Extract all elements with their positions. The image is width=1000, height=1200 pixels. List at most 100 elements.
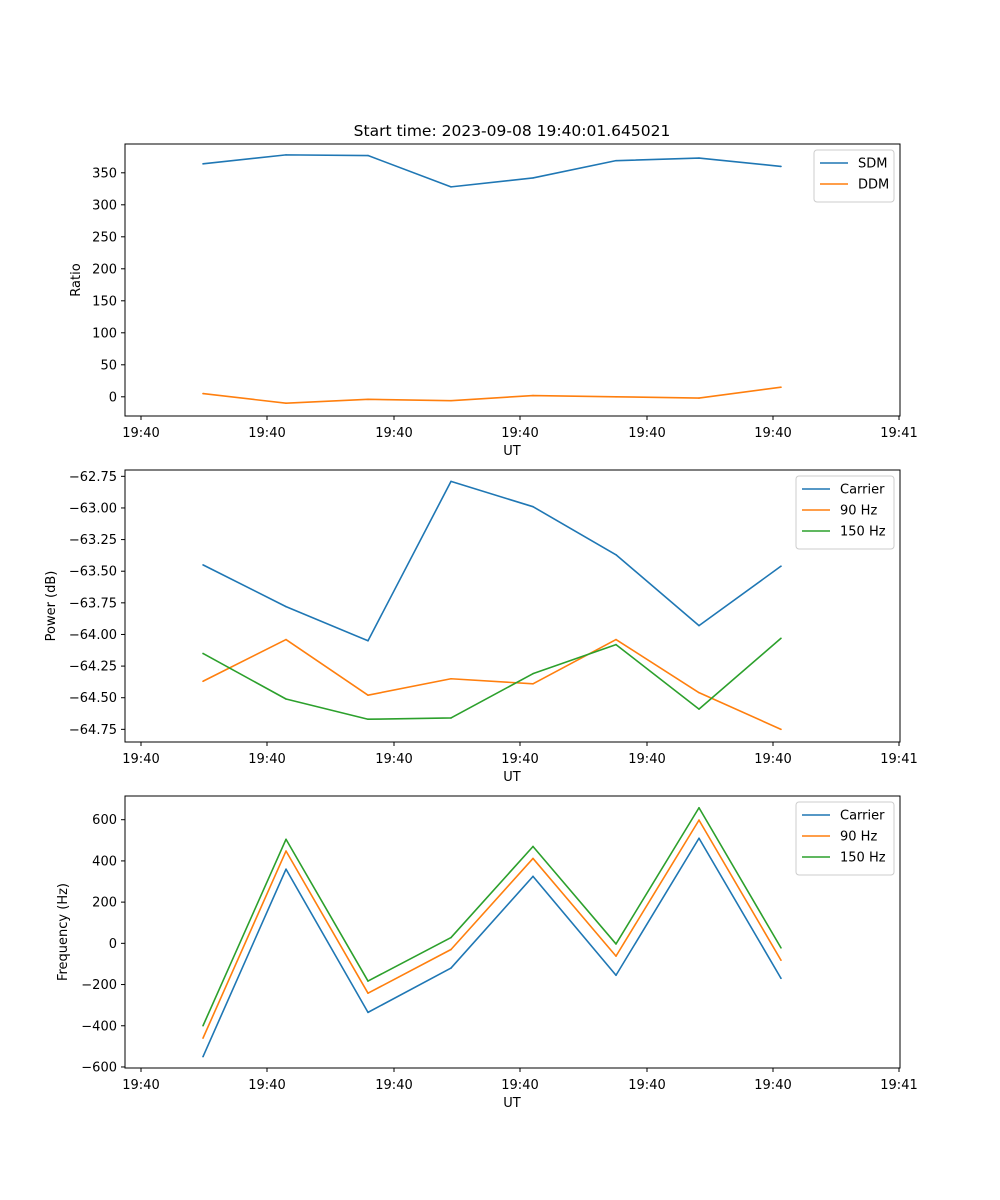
data-point xyxy=(367,154,369,157)
data-point xyxy=(450,967,452,969)
y-tick-label: −63.75 xyxy=(69,596,117,611)
y-tick-label: 100 xyxy=(92,326,117,341)
data-point xyxy=(698,708,700,710)
x-tick-label: 19:40 xyxy=(754,426,791,441)
data-point xyxy=(450,399,452,402)
x-tick-label: 19:40 xyxy=(754,1078,791,1093)
x-tick-label: 19:40 xyxy=(375,426,412,441)
data-point xyxy=(367,992,369,994)
data-point xyxy=(780,165,782,168)
data-point xyxy=(615,955,617,957)
data-point xyxy=(450,480,452,483)
legend-label: 90 Hz xyxy=(840,504,877,519)
plot-frame xyxy=(124,143,901,417)
data-point xyxy=(367,980,369,982)
data-point xyxy=(367,639,369,642)
data-point xyxy=(367,718,369,721)
x-tick-label: 19:40 xyxy=(628,1078,665,1093)
data-point xyxy=(780,637,782,640)
y-tick-label: −62.75 xyxy=(69,470,117,485)
x-tick-label: 19:40 xyxy=(122,1078,159,1093)
x-axis-label: UT xyxy=(503,444,521,459)
data-point xyxy=(202,680,204,683)
data-point xyxy=(780,977,782,980)
data-point xyxy=(615,974,617,977)
y-tick-label: 300 xyxy=(92,198,117,213)
plot-frame xyxy=(124,469,901,743)
x-axis-label: UT xyxy=(503,770,521,785)
x-tick-label: 19:41 xyxy=(880,1078,917,1093)
y-tick-label: −64.75 xyxy=(69,723,117,738)
charts: 0 50 100 150 200 250 300 350 19:40 19:40 19:40 19:4… xyxy=(44,143,918,1111)
data-point xyxy=(450,677,452,680)
series-line xyxy=(202,837,782,1057)
chart-panel-1: 0 50 100 150 200 250 300 350 19:40 19:40 19:40 19:4… xyxy=(69,143,918,459)
data-point xyxy=(285,154,287,156)
x-axis-label: UT xyxy=(503,1096,521,1111)
series-line xyxy=(202,386,782,405)
legend-label: Carrier xyxy=(840,483,885,498)
x-tick-label: 19:40 xyxy=(375,752,412,767)
data-point xyxy=(698,397,700,399)
data-point xyxy=(532,857,534,860)
data-point xyxy=(698,837,700,840)
plot-area xyxy=(125,470,900,742)
x-tick-label: 19:40 xyxy=(248,752,285,767)
legend-label: SDM xyxy=(858,157,887,172)
data-point xyxy=(202,564,204,566)
data-point xyxy=(285,850,287,852)
series-line xyxy=(202,819,782,1039)
x-tick-label: 19:40 xyxy=(754,752,791,767)
y-tick-label: 400 xyxy=(92,854,117,869)
x-tick-label: 19:40 xyxy=(628,752,665,767)
data-point xyxy=(615,159,617,162)
data-point xyxy=(532,177,534,179)
plot-area xyxy=(125,144,900,416)
data-point xyxy=(285,605,287,608)
series-carrier xyxy=(202,837,782,1058)
data-point xyxy=(202,392,204,395)
data-point xyxy=(285,698,287,700)
data-point xyxy=(285,868,287,870)
y-tick-label: 150 xyxy=(92,294,117,309)
data-point xyxy=(367,1011,369,1014)
legend-label: DDM xyxy=(858,178,889,193)
legend-label: Carrier xyxy=(840,809,885,824)
y-tick-label: −200 xyxy=(81,978,117,993)
legend-label: 150 Hz xyxy=(840,851,886,866)
x-tick-label: 19:41 xyxy=(880,752,917,767)
data-point xyxy=(202,652,204,655)
data-point xyxy=(780,386,782,389)
data-point xyxy=(780,947,782,949)
data-point xyxy=(202,1037,204,1039)
series-90-hz xyxy=(202,638,782,731)
x-tick-label: 19:40 xyxy=(122,426,159,441)
data-point xyxy=(780,565,782,567)
series-carrier xyxy=(202,480,782,642)
series-sdm xyxy=(202,154,782,188)
data-point xyxy=(285,638,287,641)
plot-frame xyxy=(124,795,901,1069)
y-tick-label: 250 xyxy=(92,230,117,245)
data-point xyxy=(780,959,782,962)
series-150-hz xyxy=(202,806,782,1027)
legend-label: 90 Hz xyxy=(840,830,877,845)
data-point xyxy=(532,683,534,685)
y-tick-label: 50 xyxy=(100,358,117,373)
data-point xyxy=(367,694,369,696)
y-tick-label: −64.25 xyxy=(69,660,117,675)
series-150-hz xyxy=(202,637,782,721)
data-point xyxy=(450,717,452,719)
y-tick-label: 200 xyxy=(92,262,117,277)
series-line xyxy=(202,637,782,721)
y-tick-label: 350 xyxy=(92,166,117,181)
data-point xyxy=(532,845,534,848)
x-tick-label: 19:40 xyxy=(628,426,665,441)
y-tick-label: −600 xyxy=(81,1060,117,1075)
data-point xyxy=(698,157,700,159)
x-tick-label: 19:40 xyxy=(248,1078,285,1093)
data-point xyxy=(202,1055,204,1058)
series-ddm xyxy=(202,386,782,405)
y-axis-label: Power (dB) xyxy=(44,571,59,642)
series-line xyxy=(202,638,782,731)
